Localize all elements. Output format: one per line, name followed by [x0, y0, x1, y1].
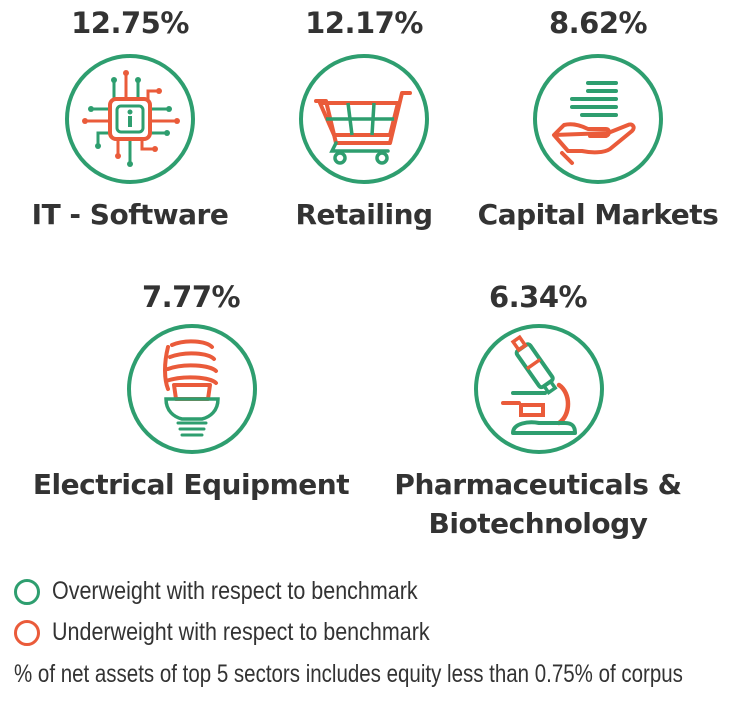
- microchip-icon: [65, 54, 195, 184]
- legend-underweight: Underweight with respect to benchmark: [14, 618, 491, 647]
- sector-label-line1: Pharmaceuticals &: [394, 468, 682, 501]
- legend-overweight: Overweight with respect to benchmark: [14, 577, 477, 606]
- sector-percent: 6.34%: [488, 280, 588, 314]
- underweight-circle-icon: [14, 619, 40, 646]
- sector-label: Capital Markets: [477, 198, 719, 231]
- legend-underweight-text: Underweight with respect to benchmark: [52, 618, 430, 646]
- legend-overweight-text: Overweight with respect to benchmark: [52, 577, 418, 605]
- sector-label: IT - Software: [31, 198, 229, 231]
- sector-percent: 12.75%: [71, 6, 189, 40]
- sector-label: Electrical Equipment: [32, 468, 350, 501]
- sector-percent: 12.17%: [305, 6, 423, 40]
- sector-percent: 7.77%: [141, 280, 241, 314]
- overweight-circle-icon: [14, 578, 40, 605]
- sector-label: Retailing: [295, 198, 433, 231]
- footnote: % of net assets of top 5 sectors include…: [14, 660, 683, 688]
- microscope-icon: [474, 324, 604, 454]
- sector-label-line2: Biotechnology: [428, 507, 648, 540]
- shopping-cart-icon: [299, 54, 429, 184]
- coins-in-hand-icon: [533, 54, 663, 184]
- sector-percent: 8.62%: [548, 6, 648, 40]
- light-bulb-icon: [127, 324, 257, 454]
